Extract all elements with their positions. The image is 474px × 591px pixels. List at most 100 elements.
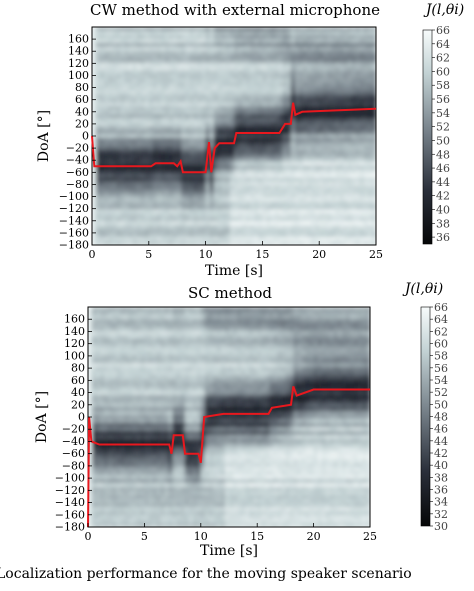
heatmap-cell — [359, 181, 365, 187]
heatmap-cell — [323, 145, 328, 151]
heatmap-cell — [152, 307, 158, 312]
heatmap-cell — [140, 359, 145, 364]
heatmap-cell — [169, 217, 174, 222]
heatmap-cell — [165, 110, 170, 115]
heatmap-cell — [246, 213, 251, 218]
heatmap-cell — [108, 225, 113, 230]
heatmap-cell — [327, 134, 332, 139]
heatmap-cell — [234, 173, 239, 179]
heatmap-cell — [88, 355, 93, 360]
heatmap-cell — [132, 435, 137, 440]
heatmap-cell — [124, 407, 129, 412]
heatmap-cell — [116, 475, 121, 480]
heatmap-cell — [266, 137, 272, 143]
heatmap-cell — [185, 50, 190, 56]
heatmap-cell — [327, 86, 332, 92]
heatmap-cell — [185, 221, 190, 226]
heatmap-cell — [189, 106, 195, 111]
heatmap-cell — [185, 233, 190, 238]
heatmap-cell — [331, 217, 337, 222]
heatmap-cell — [96, 459, 101, 464]
heatmap-cell — [140, 209, 146, 214]
heatmap-cell — [262, 94, 268, 99]
heatmap-cell — [294, 137, 300, 143]
heatmap-cell — [132, 134, 138, 139]
heatmap-cell — [302, 157, 308, 163]
heatmap-cell — [307, 137, 312, 143]
heatmap-cell — [116, 78, 121, 84]
heatmap-cell — [100, 487, 105, 492]
heatmap-cell — [156, 82, 162, 88]
heatmap-cell — [205, 189, 211, 195]
heatmap-cell — [367, 189, 373, 195]
heatmap-cell — [351, 161, 357, 167]
heatmap-cell — [112, 499, 117, 504]
heatmap-cell — [140, 315, 145, 320]
heatmap-cell — [282, 130, 288, 135]
heatmap-cell — [298, 70, 304, 76]
heatmap-cell — [238, 27, 243, 32]
heatmap-cell — [193, 66, 199, 72]
heatmap-cell — [298, 181, 304, 187]
heatmap-cell — [282, 213, 288, 218]
heatmap-cell — [136, 431, 141, 436]
heatmap-cell — [225, 233, 231, 238]
y-tick-label: 160 — [68, 33, 89, 46]
heatmap-cell — [343, 217, 349, 222]
heatmap-cell — [225, 70, 231, 76]
heatmap-cell — [335, 130, 341, 135]
heatmap-cell — [116, 427, 121, 432]
heatmap-cell — [323, 213, 328, 218]
heatmap-cell — [197, 42, 203, 48]
heatmap-cell — [96, 241, 101, 245]
heatmap-cell — [160, 98, 166, 103]
heatmap-cell — [347, 90, 353, 95]
heatmap-cell — [229, 130, 235, 135]
heatmap-cell — [351, 193, 357, 199]
heatmap-cell — [254, 185, 259, 191]
heatmap-cell — [331, 209, 337, 214]
heatmap-cell — [209, 197, 215, 202]
heatmap-cell — [339, 149, 345, 155]
heatmap-cell — [156, 66, 162, 72]
heatmap-cell — [302, 233, 308, 238]
heatmap-cell — [96, 86, 101, 92]
heatmap-cell — [262, 137, 268, 143]
colorbar-tick-label: 60 — [436, 65, 450, 78]
heatmap-cell — [148, 86, 154, 92]
heatmap-cell — [367, 74, 373, 80]
heatmap-cell — [274, 114, 280, 119]
heatmap-cell — [242, 110, 247, 115]
heatmap-cell — [221, 205, 227, 210]
heatmap-cell — [315, 237, 320, 242]
heatmap-cell — [323, 122, 328, 127]
colorbar-tick-label: 58 — [436, 79, 450, 92]
heatmap-cell — [250, 173, 255, 179]
heatmap-cell — [315, 102, 320, 107]
heatmap-cell — [148, 54, 154, 60]
heatmap-cell — [108, 419, 113, 424]
heatmap-cell — [112, 193, 117, 199]
heatmap-cell — [315, 197, 320, 202]
heatmap-cell — [100, 511, 105, 516]
heatmap-cell — [116, 479, 121, 484]
heatmap-cell — [250, 237, 255, 242]
heatmap-cell — [173, 30, 178, 36]
heatmap-cell — [169, 110, 174, 115]
heatmap-cell — [298, 58, 304, 64]
heatmap-cell — [201, 193, 207, 199]
heatmap-cell — [124, 177, 130, 183]
heatmap-cell — [351, 50, 357, 56]
heatmap-cell — [258, 50, 263, 56]
heatmap-cell — [225, 153, 231, 159]
heatmap-cell — [298, 137, 304, 143]
heatmap-cell — [367, 114, 373, 119]
heatmap-cell — [262, 66, 268, 72]
heatmap-cell — [355, 189, 361, 195]
heatmap-cell — [140, 491, 145, 496]
heatmap-cell — [262, 213, 268, 218]
heatmap-cell — [359, 205, 365, 210]
heatmap-cell — [201, 141, 207, 147]
heatmap-cell — [323, 233, 328, 238]
heatmap-cell — [148, 307, 154, 312]
